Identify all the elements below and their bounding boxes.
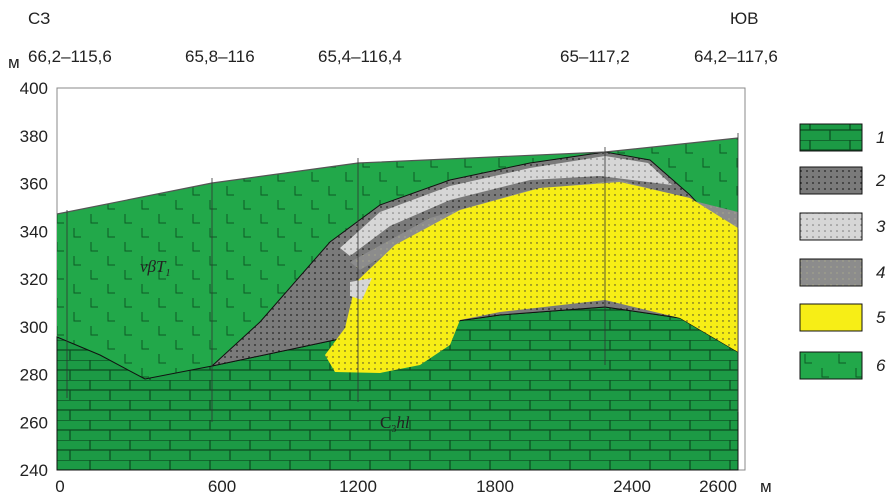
well-label: 65,4–116,4 <box>318 47 402 66</box>
legend-swatch <box>800 352 862 379</box>
y-tick-label: 320 <box>20 270 48 289</box>
well-label: 65–117,2 <box>560 47 630 66</box>
unit: м <box>760 477 772 496</box>
direction: СЗ <box>28 9 50 28</box>
y-tick-label: 380 <box>20 127 48 146</box>
symbol: νβT <box>140 257 167 276</box>
legend-swatch <box>800 304 862 331</box>
legend-swatch <box>800 167 862 194</box>
x-tick-label: 2600 <box>699 477 737 496</box>
well-label: 65,8–116 <box>185 47 255 66</box>
legend-label: 2 <box>875 171 886 190</box>
index: 1 <box>165 268 170 279</box>
y-tick-label: 280 <box>20 366 48 385</box>
legend-label: 3 <box>876 217 886 236</box>
y-tick-label: 400 <box>20 79 48 98</box>
geologic-section: СЗ ЮВ м м 66,2–115,665,8–11665,4–116,465… <box>0 0 890 499</box>
x-tick-label: 1800 <box>476 477 514 496</box>
x-tick-label: 600 <box>208 477 236 496</box>
legend-label: 6 <box>876 356 886 375</box>
legend-swatch <box>800 124 862 151</box>
x-tick-label: 0 <box>55 477 64 496</box>
suffix: hl <box>396 413 410 432</box>
y-ticks: 400 380 360 340 320 300 280 260 240 <box>20 79 48 480</box>
y-tick-label: 300 <box>20 318 48 337</box>
legend-swatch <box>800 213 862 240</box>
unit: м <box>8 53 20 72</box>
direction: ЮВ <box>730 9 759 28</box>
symbol: C <box>380 413 391 432</box>
y-tick-label: 340 <box>20 222 48 241</box>
well-label: 66,2–115,6 <box>28 47 112 66</box>
legend-label: 1 <box>876 128 885 147</box>
legend-swatch <box>800 259 862 286</box>
x-ticks: 0 600 1200 1800 2400 2600 <box>55 477 737 496</box>
legend-label: 4 <box>876 263 885 282</box>
y-tick-label: 240 <box>20 461 48 480</box>
y-tick-label: 260 <box>20 413 48 432</box>
x-tick-label: 2400 <box>613 477 651 496</box>
well-labels: 66,2–115,6 65,8–116 65,4–116,4 65–117,2 64,2… <box>28 47 778 66</box>
x-tick-label: 1200 <box>339 477 377 496</box>
well-label: 64,2–117,6 <box>694 47 778 66</box>
legend-label: 5 <box>876 308 886 327</box>
y-tick-label: 360 <box>20 175 48 194</box>
legend: 1 2 3 4 5 6 <box>800 124 886 379</box>
